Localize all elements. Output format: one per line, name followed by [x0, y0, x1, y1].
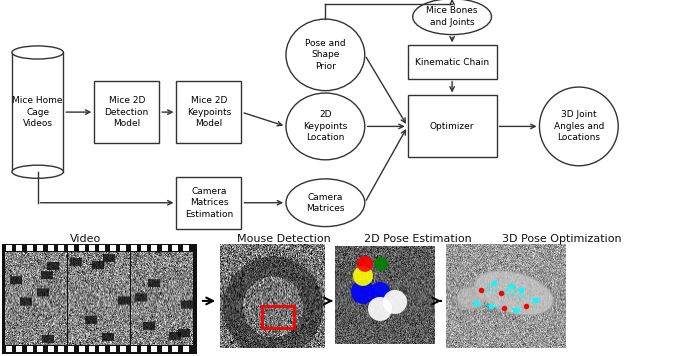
Bar	[408, 95, 497, 157]
Bar	[131, 346, 137, 352]
Text: Optimizer: Optimizer	[430, 122, 474, 131]
Text: Camera
Matrices
Estimation: Camera Matrices Estimation	[185, 187, 233, 219]
Bar	[16, 245, 23, 251]
Bar	[27, 346, 33, 352]
Bar	[79, 245, 85, 251]
Bar	[141, 245, 147, 251]
Bar	[99, 245, 105, 251]
Bar	[162, 245, 168, 251]
Ellipse shape	[286, 93, 364, 160]
Ellipse shape	[412, 0, 492, 35]
Bar	[177, 177, 242, 229]
Bar	[58, 346, 64, 352]
Bar	[2, 244, 197, 354]
Bar	[12, 52, 63, 172]
Bar	[183, 346, 188, 352]
Text: Mice 2D
Detection
Model: Mice 2D Detection Model	[105, 96, 149, 128]
Ellipse shape	[12, 46, 63, 59]
Bar	[151, 346, 158, 352]
Bar	[177, 81, 242, 143]
Text: 2D Pose Estimation: 2D Pose Estimation	[364, 234, 472, 244]
Circle shape	[357, 256, 373, 272]
Text: Video: Video	[70, 234, 101, 244]
Bar	[68, 245, 75, 251]
Bar	[110, 346, 116, 352]
Bar	[16, 346, 23, 352]
Ellipse shape	[286, 179, 364, 227]
Circle shape	[368, 297, 392, 321]
Bar	[47, 245, 53, 251]
Bar	[172, 245, 178, 251]
Text: Camera
Matrices: Camera Matrices	[306, 193, 345, 213]
Bar	[68, 346, 75, 352]
Ellipse shape	[457, 287, 485, 309]
Bar	[172, 346, 178, 352]
Text: Mouse Detection: Mouse Detection	[238, 234, 331, 244]
Ellipse shape	[539, 87, 618, 166]
Text: Mice Home
Cage
Videos: Mice Home Cage Videos	[12, 96, 63, 128]
Text: 3D Joint
Angles and
Locations: 3D Joint Angles and Locations	[553, 110, 604, 142]
Bar	[183, 245, 188, 251]
Bar	[141, 346, 147, 352]
Text: Kinematic Chain: Kinematic Chain	[415, 58, 489, 67]
Bar	[99, 346, 105, 352]
Bar	[408, 45, 497, 79]
Bar	[47, 346, 53, 352]
Bar	[110, 245, 116, 251]
Bar	[262, 306, 294, 328]
Bar	[131, 245, 137, 251]
Bar	[6, 245, 12, 251]
Bar	[121, 245, 126, 251]
Circle shape	[370, 282, 390, 302]
Bar	[121, 346, 126, 352]
Bar	[162, 346, 168, 352]
Bar	[89, 245, 95, 251]
Text: Mice Bones
and Joints: Mice Bones and Joints	[426, 6, 478, 27]
Circle shape	[374, 257, 388, 271]
Ellipse shape	[12, 165, 63, 178]
Text: Pose and
Shape
Prior: Pose and Shape Prior	[305, 39, 346, 71]
Circle shape	[353, 266, 373, 286]
Bar	[58, 245, 64, 251]
Ellipse shape	[475, 271, 553, 315]
Ellipse shape	[286, 19, 364, 91]
Bar	[37, 346, 43, 352]
Text: Mice 2D
Keypoints
Model: Mice 2D Keypoints Model	[187, 96, 231, 128]
Bar	[89, 346, 95, 352]
Bar	[95, 81, 159, 143]
Bar	[37, 245, 43, 251]
Circle shape	[351, 280, 375, 304]
Text: 2D
Keypoints
Location: 2D Keypoints Location	[303, 110, 347, 142]
Circle shape	[383, 290, 407, 314]
Bar	[79, 346, 85, 352]
Text: 3D Pose Optimization: 3D Pose Optimization	[502, 234, 621, 244]
Bar	[27, 245, 33, 251]
Bar	[151, 245, 158, 251]
Bar	[6, 346, 12, 352]
